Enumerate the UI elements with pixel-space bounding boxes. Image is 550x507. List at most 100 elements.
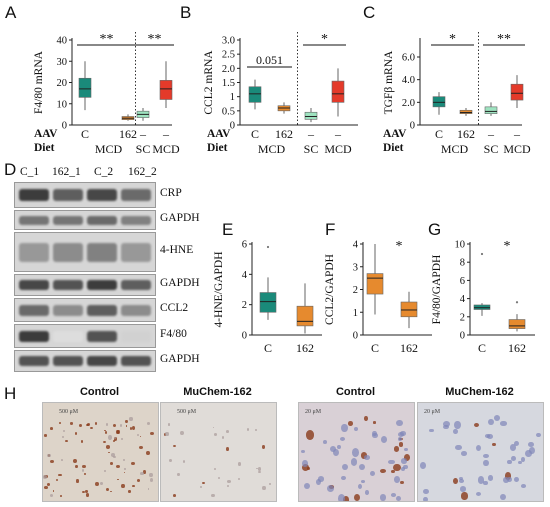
y-tick-label-c: 4.0 [402, 75, 415, 86]
box-outlier-g [515, 301, 519, 304]
blot-band [121, 304, 151, 316]
blot-band [87, 356, 117, 366]
nucleus-spot [477, 475, 485, 484]
stain-spot [173, 444, 177, 447]
nucleus-spot [315, 479, 321, 486]
stain-spot [125, 425, 128, 427]
stain-spot [306, 430, 314, 440]
panel-label-d: D [4, 160, 17, 179]
aav-condition-label: – [140, 127, 146, 141]
nucleus-spot [217, 476, 221, 479]
nucleus-spot [268, 483, 271, 485]
nucleus-spot [350, 457, 357, 466]
lane-label-c1: C_1 [20, 166, 40, 178]
blot-band [53, 215, 83, 225]
nucleus-spot [525, 449, 533, 457]
stain-spot [117, 430, 120, 434]
nucleus-spot [388, 459, 395, 465]
x-category-label-e: C [264, 341, 272, 355]
nucleus-spot [111, 453, 116, 457]
blot-protein-label: CCL2 [160, 302, 189, 314]
nucleus-spot [360, 480, 366, 484]
box-outlier-e [266, 245, 270, 249]
box-b-mcd [331, 80, 345, 103]
stain-spot [131, 426, 135, 431]
nucleus-spot [113, 455, 116, 459]
significance-mark-g: * [504, 239, 511, 254]
stain-spot [95, 422, 98, 425]
stain-spot [163, 433, 167, 437]
stain-spot [131, 461, 136, 466]
stain-spot [50, 459, 55, 463]
blot-band [53, 242, 83, 262]
scale-bar-label: 20 μM [424, 409, 441, 415]
y-tick-label-b: 1 [230, 92, 235, 103]
nucleus-spot [357, 483, 363, 490]
stain-spot [132, 484, 135, 487]
blot-band [121, 356, 151, 366]
significance-text-a: ** [100, 32, 114, 47]
y-tick-label-g: 6 [460, 276, 465, 287]
box-f-162 [400, 301, 418, 318]
nucleus-spot [326, 485, 334, 492]
panel-label-a: A [5, 3, 17, 22]
nucleus-spot [105, 423, 109, 426]
lane-label-c2: C_2 [94, 166, 114, 178]
nucleus-spot [342, 464, 349, 471]
histology-image-control-low: 500 μM [42, 402, 159, 502]
stain-spot [52, 489, 55, 493]
stain-spot [347, 421, 354, 427]
stain-spot [85, 423, 89, 427]
blot-strip [14, 232, 156, 272]
stain-spot [136, 479, 141, 483]
significance-text-c: ** [497, 32, 511, 47]
y-tick-label-b: 0.5 [222, 106, 235, 117]
nucleus-spot [397, 436, 403, 441]
row-label-aav: AAV [383, 128, 407, 140]
stain-spot [60, 495, 63, 498]
stain-spot [461, 492, 468, 500]
nucleus-spot [119, 424, 122, 427]
blot-strip [14, 350, 156, 372]
stain-spot [82, 465, 86, 469]
box-e-162 [296, 305, 314, 327]
nucleus-spot [403, 464, 408, 469]
row-label-aav: AAV [34, 128, 58, 140]
stain-spot [202, 481, 205, 484]
nucleus-spot [359, 464, 366, 471]
blot-band [19, 356, 49, 366]
aav-condition-label: – [308, 127, 314, 141]
nucleus-spot [179, 430, 184, 436]
nucleus-spot [225, 429, 230, 433]
blot-band [87, 242, 117, 262]
nucleus-spot [363, 455, 371, 461]
nucleus-spot [454, 420, 461, 429]
stain-spot [76, 479, 79, 483]
nucleus-spot [506, 476, 512, 483]
stain-spot [117, 478, 119, 481]
histo-title-muchem-2: MuChem-162 [445, 386, 514, 398]
blot-strip [14, 274, 156, 296]
western-blot: C_1 162_1 C_2 162_2 CRP GAPDH 4-HNE GAPDH CC… [14, 166, 200, 376]
blot-band [53, 189, 83, 201]
stain-spot [139, 435, 142, 438]
nucleus-spot [213, 433, 217, 437]
nucleus-spot [487, 474, 494, 481]
histology-image-control-high: 20 μM [298, 402, 415, 502]
nucleus-spot [390, 493, 397, 498]
y-tick-label-a: 10 [57, 99, 68, 110]
stain-spot [75, 464, 78, 468]
nucleus-spot [246, 428, 250, 431]
panel-label-b: B [180, 3, 192, 22]
nucleus-spot [514, 440, 520, 447]
nucleus-spot [400, 458, 408, 465]
stain-spot [225, 446, 230, 451]
panel-label-h: H [4, 384, 17, 403]
stain-spot [65, 439, 69, 442]
nucleus-spot [81, 469, 85, 473]
blot-protein-label: CRP [160, 187, 182, 199]
stain-spot [83, 472, 87, 475]
nucleus-spot [123, 468, 126, 470]
stain-spot [142, 470, 146, 474]
stain-spot [307, 466, 311, 471]
